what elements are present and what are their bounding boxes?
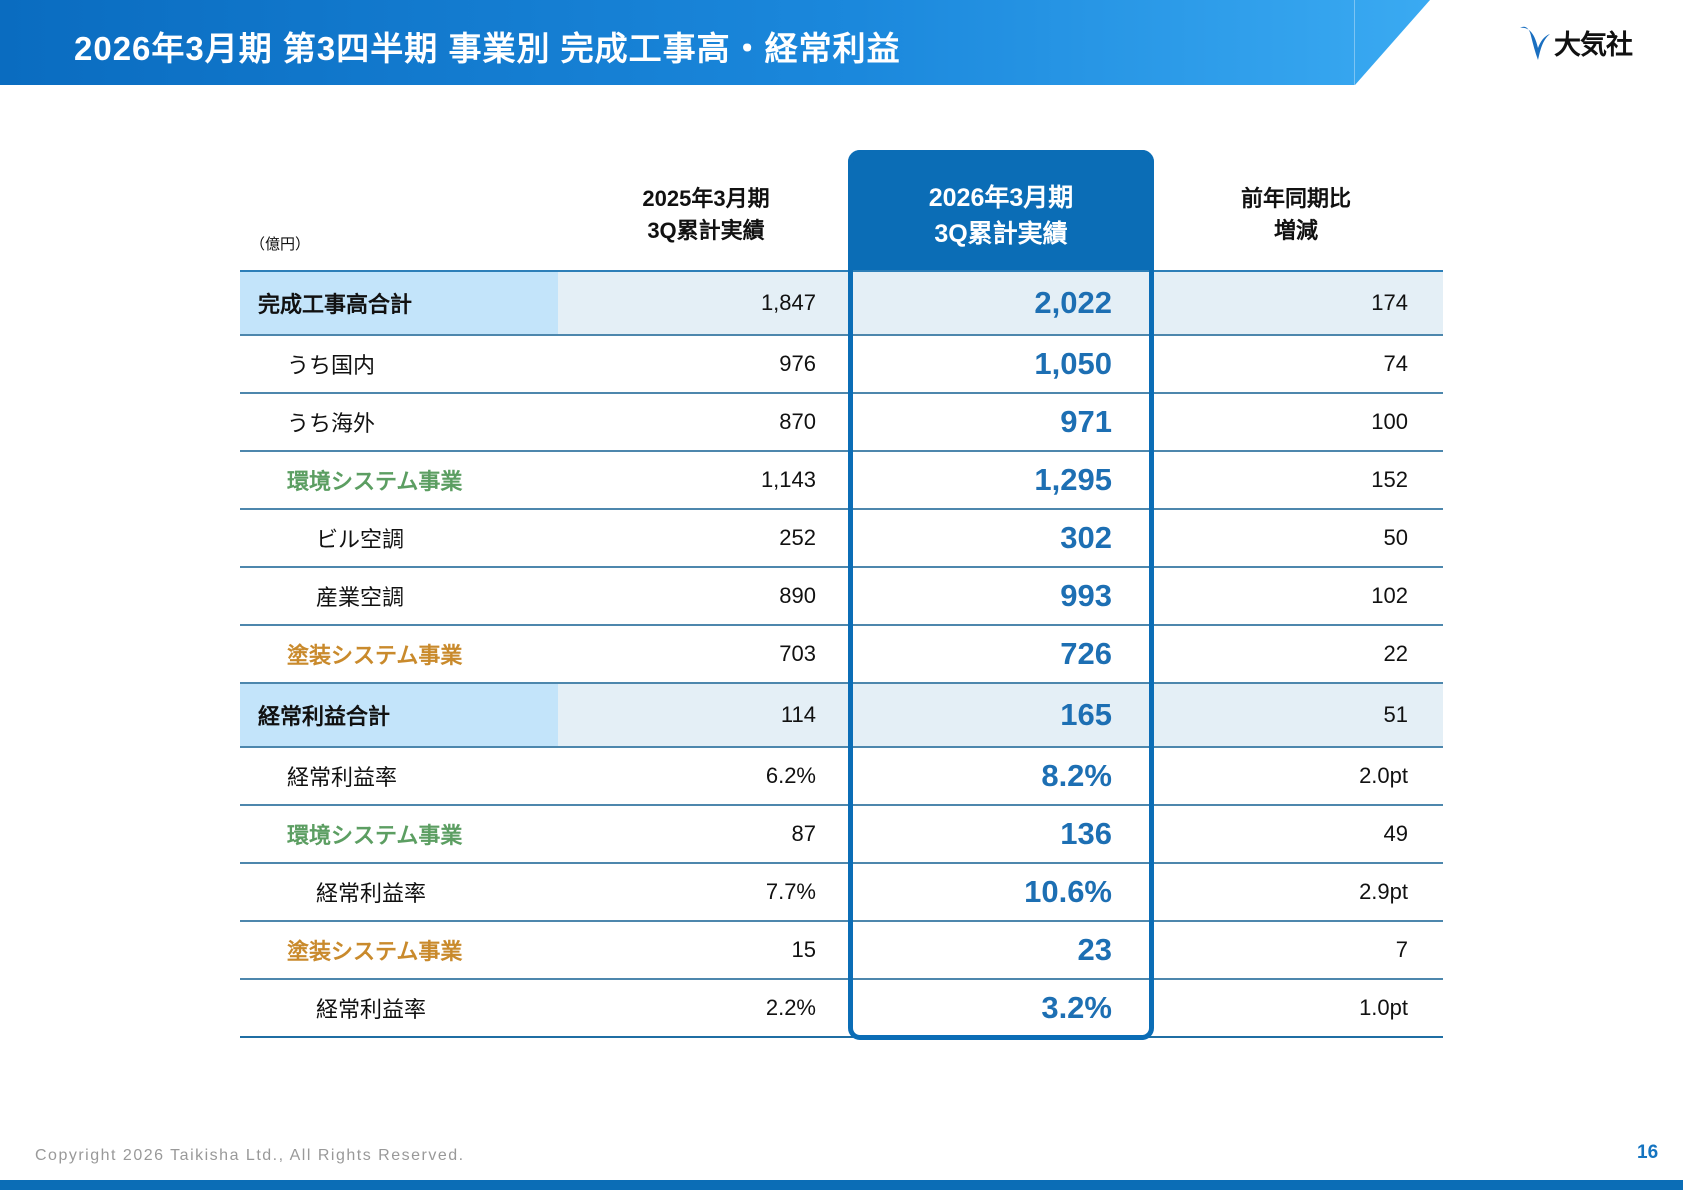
value-curr: 3.2% bbox=[1041, 990, 1112, 1025]
value-diff: 22 bbox=[1383, 641, 1408, 666]
value-diff: 152 bbox=[1371, 467, 1408, 492]
row-label: 環境システム事業 bbox=[287, 469, 463, 494]
row-label: 経常利益率 bbox=[316, 997, 427, 1022]
value-curr: 23 bbox=[1077, 932, 1112, 967]
value-diff: 2.0pt bbox=[1359, 763, 1408, 788]
row-label: 経常利益率 bbox=[287, 765, 398, 790]
value-prev: 2.2% bbox=[765, 995, 816, 1020]
value-diff: 1.0pt bbox=[1359, 995, 1408, 1020]
copyright: Copyright 2026 Taikisha Ltd., All Rights… bbox=[35, 1147, 465, 1164]
value-diff: 100 bbox=[1371, 409, 1408, 434]
value-curr: 1,295 bbox=[1034, 462, 1112, 497]
column-header-curr: 2026年3月期 3Q累計実績 bbox=[848, 150, 1154, 252]
value-diff: 2.9pt bbox=[1359, 879, 1408, 904]
value-prev: 703 bbox=[779, 641, 816, 666]
table-row: 産業空調 890 993 102 bbox=[240, 568, 1443, 626]
table-row: 経常利益合計 114 165 51 bbox=[240, 684, 1443, 748]
row-label: 環境システム事業 bbox=[287, 823, 463, 848]
value-prev: 1,143 bbox=[760, 467, 816, 492]
value-prev: 870 bbox=[779, 409, 816, 434]
highlight-column-header: 2026年3月期 3Q累計実績 bbox=[848, 150, 1154, 272]
page-title: 2026年3月期 第3四半期 事業別 完成工事高・経常利益 bbox=[74, 30, 901, 67]
table-row: 環境システム事業 87 136 49 bbox=[240, 806, 1443, 864]
value-diff: 49 bbox=[1383, 821, 1408, 846]
column-header-line: 3Q累計実績 bbox=[934, 220, 1068, 248]
row-label: うち国内 bbox=[287, 353, 376, 378]
value-diff: 174 bbox=[1371, 290, 1408, 315]
value-curr: 136 bbox=[1060, 816, 1112, 851]
column-header-line: 2026年3月期 bbox=[928, 184, 1074, 212]
header-stripe bbox=[1354, 0, 1355, 85]
table-row: 塗装システム事業 15 23 7 bbox=[240, 922, 1443, 980]
table-row: ビル空調 252 302 50 bbox=[240, 510, 1443, 568]
value-curr: 10.6% bbox=[1024, 874, 1112, 909]
row-label: 産業空調 bbox=[316, 585, 405, 610]
value-curr: 971 bbox=[1060, 404, 1112, 439]
page-number: 16 bbox=[1637, 1142, 1659, 1163]
value-prev: 15 bbox=[791, 937, 816, 962]
value-prev: 890 bbox=[779, 583, 816, 608]
table-row: 経常利益率 7.7% 10.6% 2.9pt bbox=[240, 864, 1443, 922]
value-diff: 7 bbox=[1395, 937, 1408, 962]
table-row: 完成工事高合計 1,847 2,022 174 bbox=[240, 272, 1443, 336]
value-curr: 8.2% bbox=[1041, 758, 1112, 793]
value-prev: 976 bbox=[779, 351, 816, 376]
value-diff: 74 bbox=[1383, 351, 1408, 376]
value-prev: 7.7% bbox=[765, 879, 816, 904]
value-curr: 993 bbox=[1060, 578, 1112, 613]
footer-bar bbox=[0, 1180, 1683, 1190]
value-diff: 51 bbox=[1383, 702, 1408, 727]
row-label: うち海外 bbox=[287, 411, 376, 436]
logo-mark-icon bbox=[1520, 26, 1550, 60]
value-curr: 2,022 bbox=[1034, 285, 1112, 320]
unit-label: （億円） bbox=[250, 236, 311, 253]
table-row: 環境システム事業 1,143 1,295 152 bbox=[240, 452, 1443, 510]
column-header-line: 前年同期比 bbox=[1240, 186, 1351, 211]
value-curr: 1,050 bbox=[1034, 346, 1112, 381]
value-diff: 50 bbox=[1383, 525, 1408, 550]
column-header-prev: 2025年3月期 3Q累計実績 bbox=[606, 183, 806, 247]
value-diff: 102 bbox=[1371, 583, 1408, 608]
table-row: うち海外 870 971 100 bbox=[240, 394, 1443, 452]
row-label: 塗装システム事業 bbox=[287, 643, 463, 668]
value-curr: 165 bbox=[1060, 697, 1112, 732]
value-prev: 252 bbox=[779, 525, 816, 550]
value-prev: 87 bbox=[791, 821, 816, 846]
table-row: 経常利益率 6.2% 8.2% 2.0pt bbox=[240, 748, 1443, 806]
column-header-line: 増減 bbox=[1273, 218, 1318, 243]
row-label: 完成工事高合計 bbox=[240, 272, 558, 334]
value-prev: 1,847 bbox=[760, 290, 816, 315]
value-prev: 114 bbox=[780, 702, 816, 727]
results-table: 完成工事高合計 1,847 2,022 174 うち国内 976 1,050 74 うち海外 87… bbox=[240, 270, 1443, 1038]
value-curr: 726 bbox=[1060, 636, 1112, 671]
column-header-line: 2025年3月期 bbox=[642, 186, 770, 211]
logo-text: 大気社 bbox=[1554, 29, 1633, 60]
header-bar bbox=[0, 0, 1430, 85]
row-label: 経常利益率 bbox=[316, 881, 427, 906]
row-label: 経常利益合計 bbox=[240, 684, 558, 746]
value-curr: 302 bbox=[1060, 520, 1112, 555]
table-row: うち国内 976 1,050 74 bbox=[240, 336, 1443, 394]
row-label: ビル空調 bbox=[316, 527, 405, 552]
table-row: 経常利益率 2.2% 3.2% 1.0pt bbox=[240, 980, 1443, 1038]
column-header-diff: 前年同期比 増減 bbox=[1196, 183, 1396, 247]
value-prev: 6.2% bbox=[765, 763, 816, 788]
company-logo: 大気社 bbox=[1518, 22, 1633, 62]
table-row: 塗装システム事業 703 726 22 bbox=[240, 626, 1443, 684]
row-label: 塗装システム事業 bbox=[287, 939, 463, 964]
column-header-line: 3Q累計実績 bbox=[647, 218, 765, 243]
